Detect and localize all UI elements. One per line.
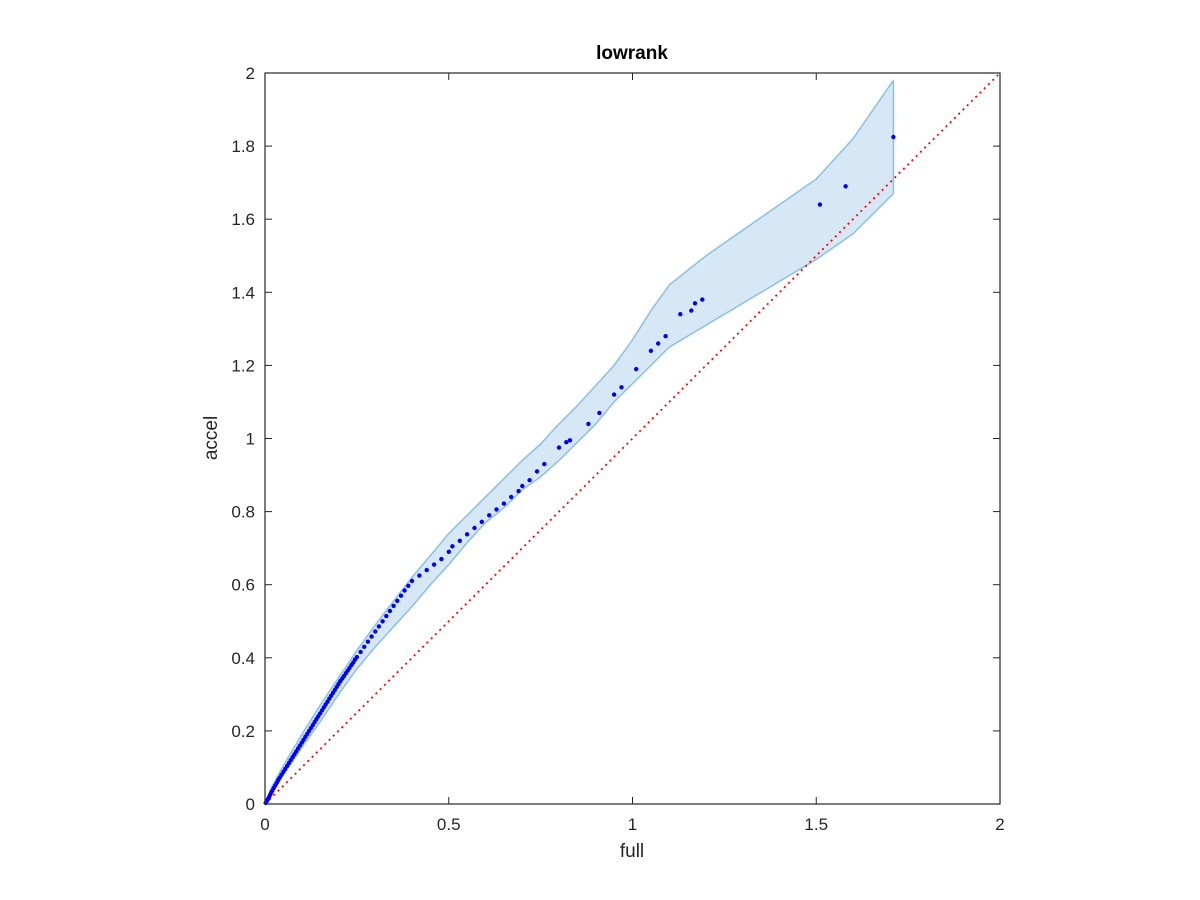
data-point: [406, 583, 411, 588]
data-point: [692, 301, 698, 306]
chart-title: lowrank: [596, 43, 668, 64]
data-point: [457, 538, 462, 543]
y-tick-label: 0.8: [231, 503, 255, 522]
data-point: [567, 438, 573, 443]
data-point: [376, 624, 382, 629]
data-point: [689, 308, 694, 313]
data-point: [391, 603, 396, 609]
data-point: [611, 392, 617, 397]
y-tick-label: 0.6: [231, 576, 255, 595]
data-point: [479, 519, 484, 524]
x-axis-label: full: [620, 841, 644, 862]
data-point: [564, 440, 569, 445]
data-point: [424, 567, 429, 573]
data-point: [597, 410, 602, 416]
confidence-band-layer: [264, 79, 895, 805]
data-point: [534, 469, 540, 474]
data-point: [509, 494, 514, 500]
data-point: [586, 421, 591, 427]
data-point: [446, 549, 451, 554]
x-tick-label: 0: [260, 815, 269, 834]
y-tick-label: 0.4: [231, 649, 255, 668]
axis-ticks-layer: 0 0.5 1 1.5 2 0 0.2 0.4 0.6 0.8 1 1.2 1.4 1.6 1.8 2: [231, 64, 1004, 834]
x-tick-label: 2: [995, 815, 1004, 834]
y-tick-label: 1.8: [231, 137, 255, 156]
data-point: [520, 483, 525, 489]
y-tick-label: 1.6: [231, 210, 255, 229]
data-point: [516, 488, 521, 494]
data-point: [527, 478, 532, 483]
data-point: [398, 593, 404, 598]
data-point: [619, 385, 624, 390]
data-point: [817, 202, 823, 207]
confidence-band-fill: [265, 80, 894, 805]
data-point: [358, 649, 363, 655]
data-point: [362, 644, 367, 649]
data-point: [380, 619, 385, 624]
data-point: [556, 445, 562, 450]
data-point: [472, 525, 477, 531]
data-point: [843, 184, 848, 189]
data-point: [439, 556, 444, 562]
y-axis-label: accel: [201, 416, 222, 460]
data-point: [542, 461, 547, 467]
x-tick-label: 0.5: [437, 815, 461, 834]
data-point: [395, 598, 400, 603]
y-tick-label: 2: [246, 64, 255, 83]
data-point: [700, 297, 705, 302]
data-point: [365, 639, 371, 644]
data-point: [648, 348, 654, 353]
data-point: [409, 578, 415, 584]
data-point: [417, 573, 422, 578]
x-tick-label: 1.5: [804, 815, 828, 834]
data-point: [354, 654, 360, 660]
x-tick-label: 1: [628, 815, 637, 834]
data-point: [464, 532, 470, 537]
data-points-layer: [263, 134, 896, 806]
confidence-band-upper-edge: [264, 79, 895, 805]
y-tick-label: 0.2: [231, 722, 255, 741]
data-point: [369, 634, 374, 639]
data-point: [494, 507, 499, 512]
confidence-band-lower-edge: [264, 193, 894, 805]
data-point: [402, 588, 407, 593]
data-point: [450, 544, 455, 549]
data-point: [891, 134, 896, 140]
y-tick-label: 0: [246, 795, 255, 814]
y-tick-label: 1.4: [231, 283, 255, 302]
data-point: [373, 629, 378, 634]
y-tick-label: 1.2: [231, 356, 255, 375]
data-point: [431, 562, 437, 567]
data-point: [663, 334, 668, 339]
y-tick-label: 1: [246, 430, 255, 449]
data-point: [634, 366, 639, 372]
data-point: [384, 613, 389, 619]
data-point: [487, 513, 492, 518]
data-point: [387, 608, 393, 614]
data-point: [678, 312, 683, 317]
data-point: [501, 501, 507, 506]
data-point: [656, 341, 661, 346]
